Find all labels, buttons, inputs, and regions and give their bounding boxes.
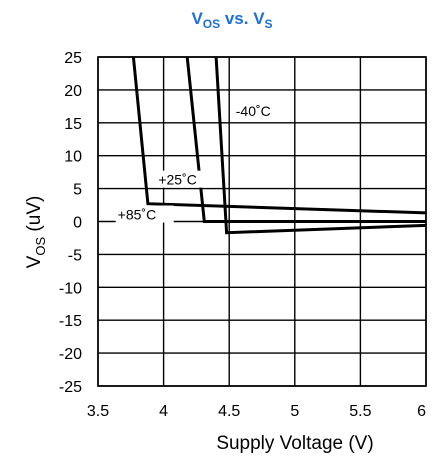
annotation-bg-0 [233, 102, 292, 120]
series-annotation-2: +85˚C [118, 207, 157, 223]
y-tick-label-6: -5 [68, 247, 82, 264]
y-tick-label-4: 5 [73, 182, 82, 199]
x-tick-label-5: 6 [417, 403, 426, 420]
y-tick-label-0: 25 [64, 50, 82, 67]
y-tick-label-8: -15 [59, 313, 82, 330]
x-axis-label: Supply Voltage (V) [216, 433, 373, 454]
y-tick-label-3: 10 [64, 149, 82, 166]
curves [131, 56, 427, 235]
x-tick-label-4: 5.5 [349, 403, 371, 420]
series-annotation-0: -40˚C [236, 103, 271, 119]
x-tick-label-3: 5 [290, 403, 299, 420]
series-line-0 [131, 56, 427, 215]
annotation-bg-1 [156, 170, 215, 188]
y-axis-label: VOS (uV) [24, 196, 48, 269]
y-tick-label-2: 15 [64, 116, 82, 133]
series-line-1 [185, 56, 426, 223]
y-tick-label-5: 0 [73, 215, 82, 232]
y-tick-labels: 25 20 15 10 5 0 -5 -10 -15 -20 -25 [59, 50, 82, 396]
y-tick-label-10: -25 [59, 379, 82, 396]
x-tick-label-1: 4 [159, 403, 168, 420]
y-tick-label-7: -10 [59, 280, 82, 297]
y-tick-label-1: 20 [64, 83, 82, 100]
series-line-2 [214, 56, 427, 235]
series-annotation-1: +25˚C [158, 172, 197, 188]
x-tick-label-0: 3.5 [87, 403, 109, 420]
curve-annotations: -40˚C +25˚C +85˚C [115, 102, 292, 223]
y-tick-label-9: -20 [59, 346, 82, 363]
x-tick-label-2: 4.5 [218, 403, 240, 420]
x-tick-labels: 3.5 4 4.5 5 5.5 6 [87, 403, 426, 420]
annotation-bg-2 [115, 205, 174, 223]
chart-title: VOS vs. VS [191, 9, 272, 31]
